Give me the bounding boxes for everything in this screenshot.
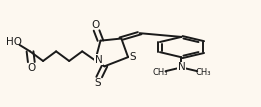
Text: O: O [27,63,35,73]
Text: O: O [91,20,99,30]
Text: CH₃: CH₃ [195,68,211,77]
Text: S: S [129,52,136,62]
Text: CH₃: CH₃ [152,68,168,77]
Text: N: N [94,55,102,65]
Text: S: S [94,78,101,88]
Text: HO: HO [6,37,22,47]
Text: N: N [177,62,185,72]
